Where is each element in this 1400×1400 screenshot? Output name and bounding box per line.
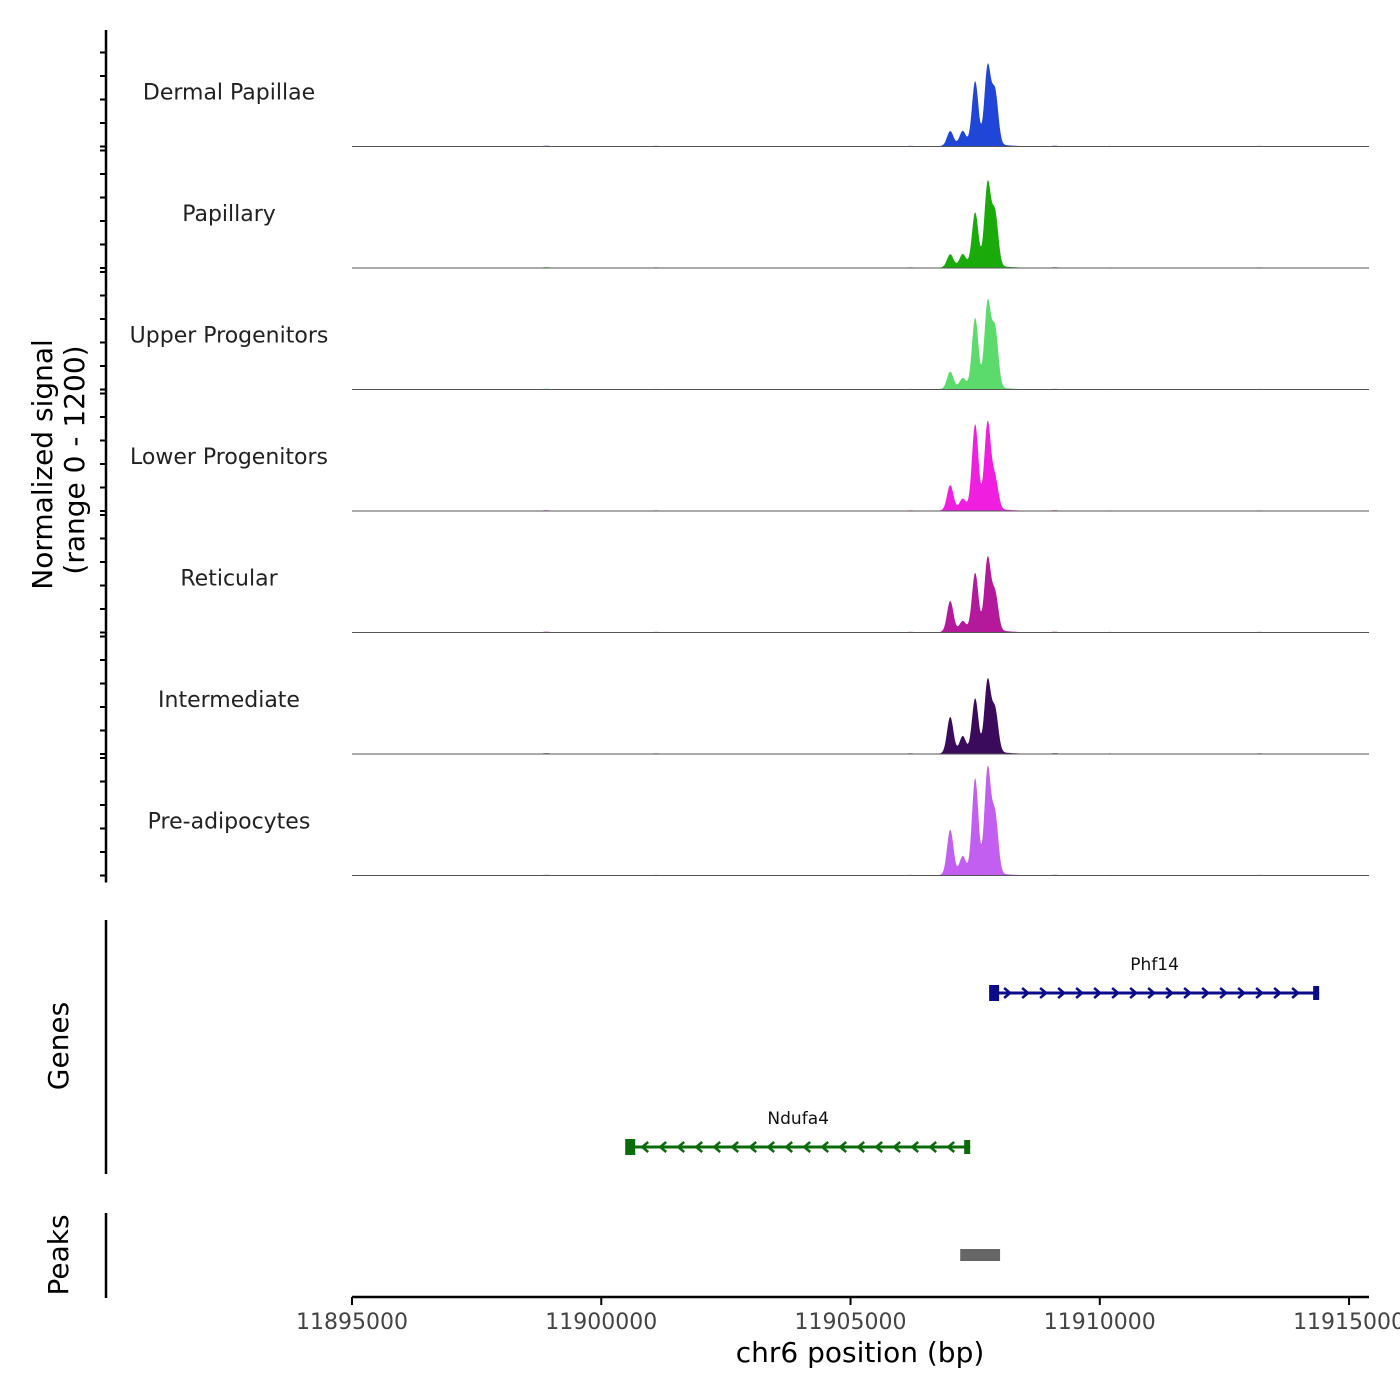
strand-arrow: [640, 1141, 649, 1153]
strand-arrow: [658, 1141, 667, 1153]
signal-tracks: Dermal Papillae Papillary Upper Progenitor…: [130, 63, 1369, 876]
signal-area: [352, 556, 1369, 633]
exon: [1313, 986, 1320, 1000]
track-lower-progenitors: Lower Progenitors: [130, 420, 1369, 512]
strand-arrow: [820, 1141, 829, 1153]
strand-arrow: [766, 1141, 775, 1153]
signal-area: [352, 298, 1369, 390]
strand-arrow: [1075, 987, 1085, 999]
strand-arrow: [694, 1141, 703, 1153]
strand-arrow: [676, 1141, 685, 1153]
x-tick-label: 11905000: [795, 1310, 907, 1335]
strand-arrow: [1237, 987, 1247, 999]
track-label: Reticular: [180, 567, 278, 592]
strand-arrow: [1147, 987, 1157, 999]
signal-axis-title-line1: Normalized signal: [26, 339, 59, 590]
strand-arrow: [730, 1141, 739, 1153]
signal-axis: [100, 30, 108, 883]
strand-arrow: [748, 1141, 757, 1153]
strand-arrow: [1003, 987, 1013, 999]
strand-arrow: [1219, 987, 1229, 999]
signal-area: [352, 180, 1369, 268]
strand-arrow: [1057, 987, 1067, 999]
signal-area: [352, 678, 1369, 754]
track-upper-progenitors: Upper Progenitors: [130, 298, 1369, 390]
track-reticular: Reticular: [180, 556, 1369, 633]
signal-area: [352, 765, 1369, 876]
strand-arrow: [946, 1141, 955, 1153]
x-tick-label: 11910000: [1044, 1310, 1156, 1335]
strand-arrow: [784, 1141, 793, 1153]
strand-arrow: [1093, 987, 1103, 999]
strand-arrow: [874, 1141, 883, 1153]
strand-arrow: [1291, 987, 1301, 999]
strand-arrow: [1165, 987, 1175, 999]
track-label: Lower Progenitors: [130, 445, 328, 470]
x-axis-ticks: 11895000 11900000 11905000 11910000 11915000: [296, 1297, 1400, 1335]
peak-track: [960, 1249, 1001, 1261]
track-label: Upper Progenitors: [130, 324, 329, 349]
exon: [964, 1140, 971, 1154]
track-label: Intermediate: [158, 688, 300, 713]
strand-arrow: [1021, 987, 1031, 999]
strand-arrow: [1183, 987, 1193, 999]
x-tick-label: 11895000: [296, 1310, 408, 1335]
gene-track: Phf14 Ndufa4: [625, 955, 1320, 1155]
track-label: Dermal Papillae: [143, 81, 315, 106]
track-pre-adipocytes: Pre-adipocytes: [148, 765, 1369, 876]
track-papillary: Papillary: [182, 180, 1369, 269]
peak-region: [960, 1249, 1001, 1261]
exon: [625, 1139, 636, 1155]
strand-arrow: [712, 1141, 721, 1153]
strand-arrow: [1129, 987, 1139, 999]
signal-area: [352, 420, 1369, 511]
strand-arrow: [802, 1141, 811, 1153]
strand-arrow: [1039, 987, 1049, 999]
strand-arrow: [856, 1141, 865, 1153]
signal-area: [352, 63, 1369, 147]
exon: [989, 985, 1000, 1001]
genes-axis-title: Genes: [42, 1002, 75, 1090]
strand-arrow: [838, 1141, 847, 1153]
x-tick-label: 11900000: [545, 1310, 657, 1335]
track-label: Papillary: [182, 202, 276, 227]
signal-axis-title: Normalized signal (range 0 - 1200): [26, 330, 91, 589]
gene-label: Ndufa4: [767, 1109, 829, 1129]
strand-arrow: [1201, 987, 1211, 999]
strand-arrow: [1255, 987, 1265, 999]
gene-label: Phf14: [1130, 955, 1179, 975]
strand-arrow: [928, 1141, 937, 1153]
peaks-axis-title: Peaks: [42, 1214, 75, 1295]
strand-arrow: [1273, 987, 1283, 999]
gene-phf14: Phf14: [989, 955, 1320, 1001]
x-axis-title: chr6 position (bp): [736, 1336, 985, 1369]
strand-arrow: [892, 1141, 901, 1153]
strand-arrow: [1111, 987, 1121, 999]
signal-axis-title-line2: (range 0 - 1200): [58, 345, 91, 574]
gene-ndufa4: Ndufa4: [625, 1109, 971, 1155]
strand-arrow: [910, 1141, 919, 1153]
x-tick-label: 11915000: [1293, 1310, 1400, 1335]
track-dermal-papillae: Dermal Papillae: [143, 63, 1369, 147]
track-label: Pre-adipocytes: [148, 810, 311, 835]
track-intermediate: Intermediate: [158, 678, 1369, 755]
